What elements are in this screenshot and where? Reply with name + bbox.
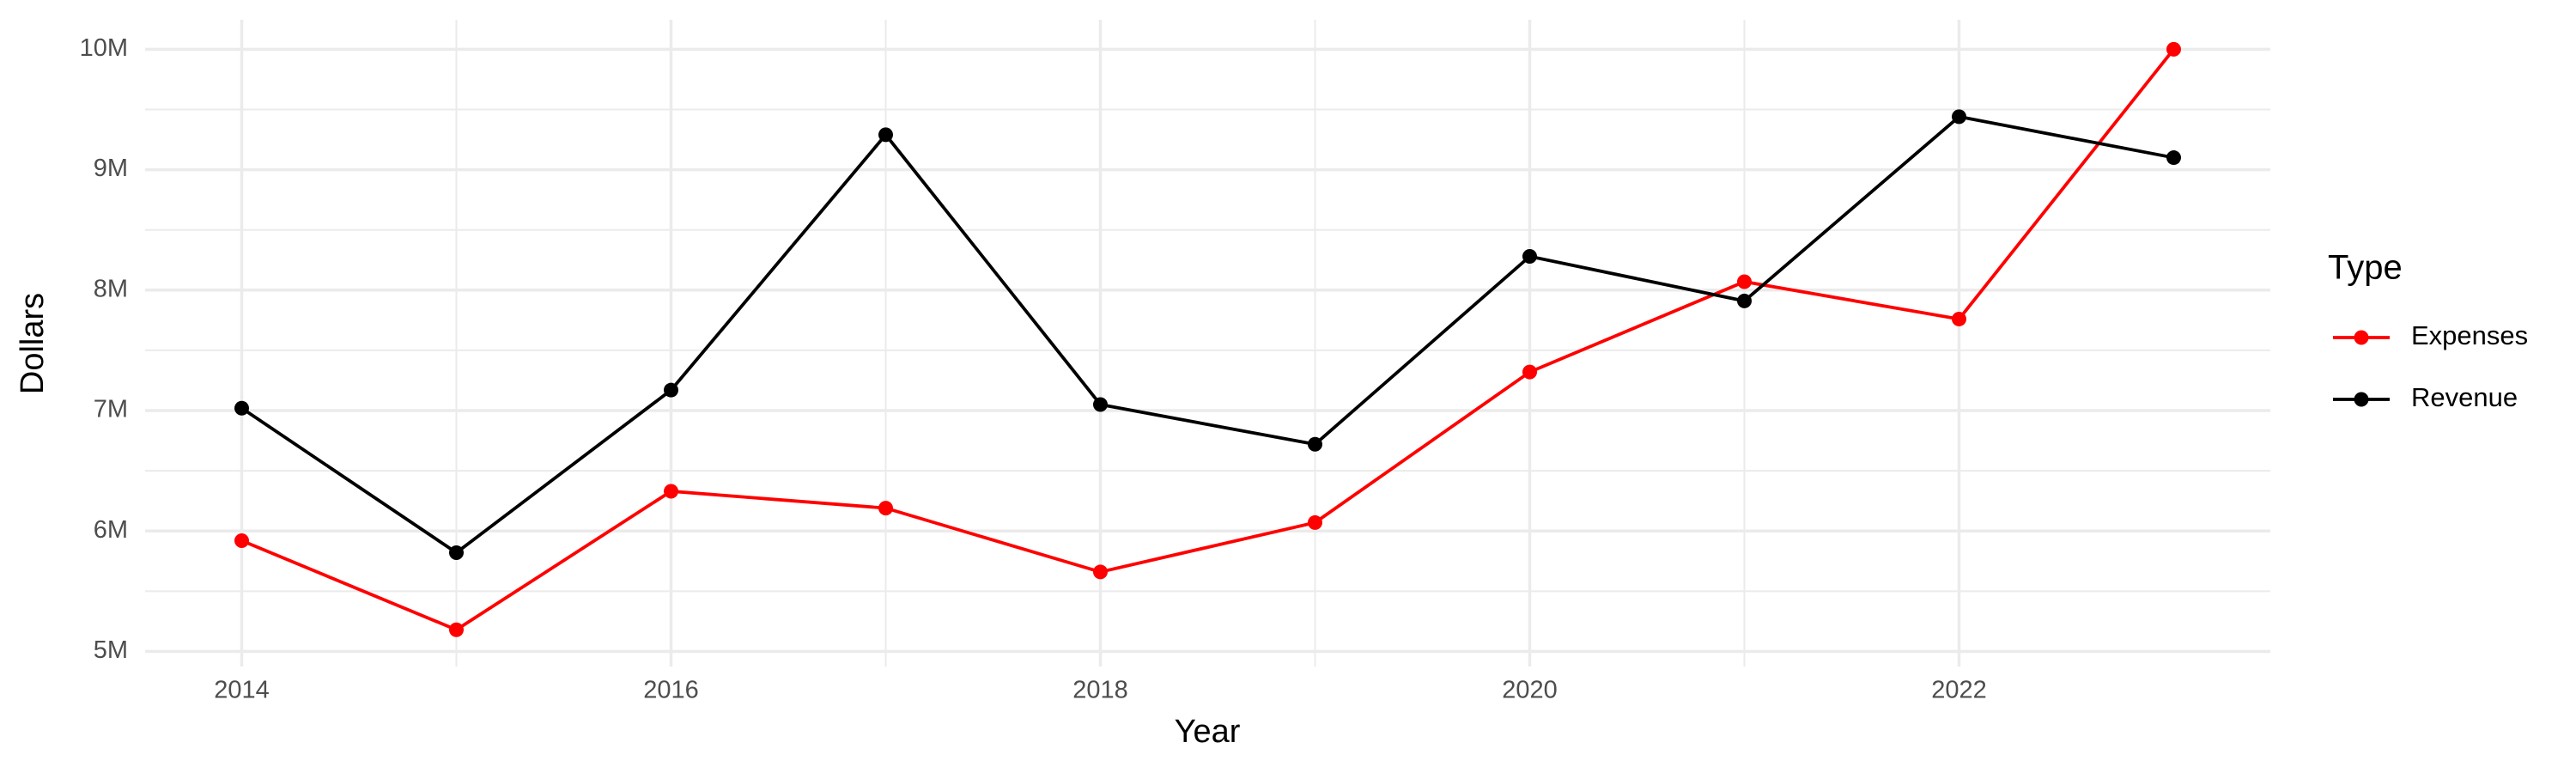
- y-tick-label: 10M: [80, 34, 128, 62]
- data-point: [449, 622, 464, 637]
- legend-label: Revenue: [2411, 382, 2518, 412]
- data-point: [1952, 109, 1966, 125]
- x-tick-label: 2020: [1502, 677, 1558, 704]
- data-point: [664, 484, 678, 499]
- y-axis-title: Dollars: [15, 293, 51, 394]
- y-tick-label: 7M: [94, 396, 128, 423]
- data-point: [664, 382, 678, 398]
- legend-label: Expenses: [2411, 320, 2528, 350]
- data-point: [234, 533, 249, 548]
- x-tick-label: 2018: [1072, 677, 1128, 704]
- data-point: [1093, 564, 1108, 580]
- data-point: [878, 127, 893, 143]
- data-point: [1737, 274, 1752, 289]
- x-tick-label: 2022: [1931, 677, 1987, 704]
- data-point: [1952, 311, 1966, 326]
- legend-key-point: [2354, 330, 2369, 345]
- x-axis-title: Year: [1175, 714, 1241, 750]
- data-point: [2166, 150, 2181, 166]
- data-point: [878, 501, 893, 516]
- data-point: [1308, 514, 1322, 530]
- series-line: [240, 48, 2175, 632]
- series-line: [240, 114, 2174, 555]
- y-tick-label: 9M: [94, 155, 128, 182]
- data-point: [1308, 436, 1322, 452]
- data-point: [234, 400, 249, 416]
- legend-title: Type: [2328, 249, 2403, 287]
- x-tick-label: 2014: [214, 677, 270, 704]
- data-point: [2166, 41, 2181, 57]
- data-point: [1522, 249, 1537, 265]
- data-point: [1093, 397, 1108, 412]
- legend-key-point: [2354, 392, 2369, 407]
- data-point: [1737, 293, 1752, 308]
- y-tick-label: 5M: [94, 636, 128, 664]
- data-point: [1522, 364, 1537, 380]
- y-tick-label: 8M: [94, 275, 128, 302]
- data-point: [449, 545, 464, 560]
- x-tick-label: 2016: [643, 677, 699, 704]
- y-tick-label: 6M: [94, 516, 128, 544]
